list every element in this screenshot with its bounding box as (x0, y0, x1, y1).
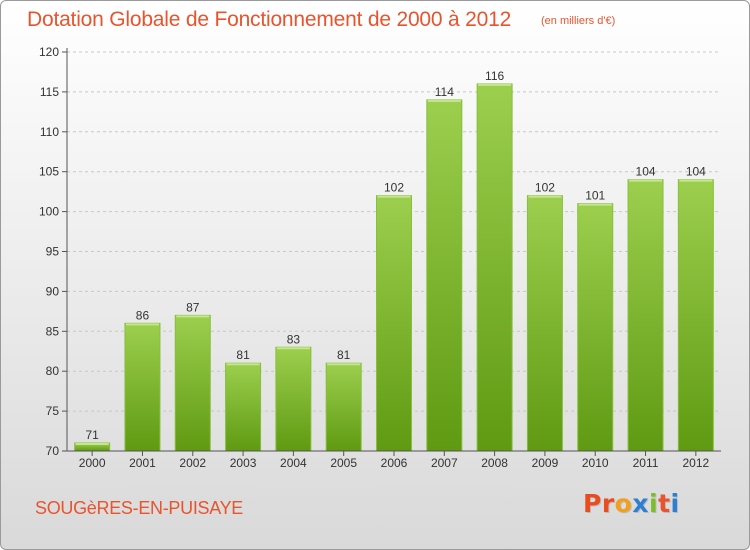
bar-2004 (275, 346, 312, 452)
value-label-2001: 86 (136, 308, 150, 322)
x-tick-label-2010: 2010 (582, 456, 609, 470)
value-label-2009: 102 (535, 181, 555, 195)
bar-2010 (577, 203, 614, 452)
value-label-2011: 104 (636, 165, 656, 179)
y-tick-label: 110 (40, 125, 59, 139)
bar-2003 (225, 362, 262, 452)
x-tick-label-2002: 2002 (179, 456, 206, 470)
logo-letter: o (614, 489, 633, 518)
bar-2002 (174, 314, 211, 452)
x-tick-label-2004: 2004 (280, 456, 307, 470)
x-tick-label-2005: 2005 (330, 456, 357, 470)
x-tick-label-2012: 2012 (682, 456, 709, 470)
value-label-2002: 87 (186, 300, 200, 314)
x-tick-label-2009: 2009 (532, 456, 559, 470)
labels: 70 75 80 85 90 95 100 105 110 115 120 71 2000 86 2001 8… (39, 45, 710, 470)
x-tick-label-2006: 2006 (381, 456, 408, 470)
y-tick-label: 80 (46, 364, 60, 378)
x-tick-label-2011: 2011 (633, 456, 659, 470)
axes (62, 48, 721, 456)
commune-name: SOUGèRES-EN-PUISAYE (35, 498, 244, 518)
value-label-2000: 71 (85, 428, 99, 442)
bar-2011 (627, 179, 664, 452)
bar-2001 (124, 322, 161, 452)
value-label-2003: 81 (236, 348, 250, 362)
chart-title: Dotation Globale de Fonctionnement de 20… (27, 8, 512, 31)
y-tick-label: 120 (39, 45, 59, 59)
x-tick-label-2001: 2001 (129, 456, 156, 470)
logo-letter: r (601, 489, 615, 518)
logo-letter: t (658, 489, 671, 518)
y-tick-label: 70 (46, 444, 60, 458)
y-tick-label: 105 (39, 165, 59, 179)
y-tick-label: 85 (46, 324, 60, 338)
bars (74, 83, 714, 452)
value-label-2005: 81 (337, 348, 351, 362)
bar-2009 (526, 195, 563, 452)
y-tick-label: 100 (39, 205, 59, 219)
logo-letter: i (649, 489, 659, 518)
x-tick-label-2008: 2008 (481, 456, 508, 470)
proxiti-logo: Proxiti (583, 489, 680, 518)
value-label-2012: 104 (686, 165, 706, 179)
x-tick-label-2007: 2007 (431, 456, 458, 470)
value-label-2010: 101 (585, 189, 605, 203)
logo-letter: i (670, 489, 680, 518)
bar-2012 (677, 179, 714, 452)
value-label-2004: 83 (287, 332, 301, 346)
bar-2005 (325, 362, 362, 452)
bar-2008 (476, 83, 513, 452)
value-label-2007: 114 (435, 85, 454, 99)
value-label-2008: 116 (485, 69, 504, 83)
chart-subtitle: (en milliers d'€) (541, 15, 616, 27)
x-tick-label-2000: 2000 (79, 456, 106, 470)
x-tick-label-2003: 2003 (230, 456, 257, 470)
logo-letter: x (632, 489, 649, 518)
y-tick-label: 115 (40, 85, 59, 99)
bar-2006 (376, 195, 412, 452)
bar-2007 (426, 99, 463, 452)
y-tick-label: 90 (46, 284, 60, 298)
y-tick-label: 95 (46, 245, 60, 259)
logo-letter: P (583, 489, 602, 518)
value-label-2006: 102 (384, 181, 404, 195)
y-tick-label: 75 (46, 404, 60, 418)
